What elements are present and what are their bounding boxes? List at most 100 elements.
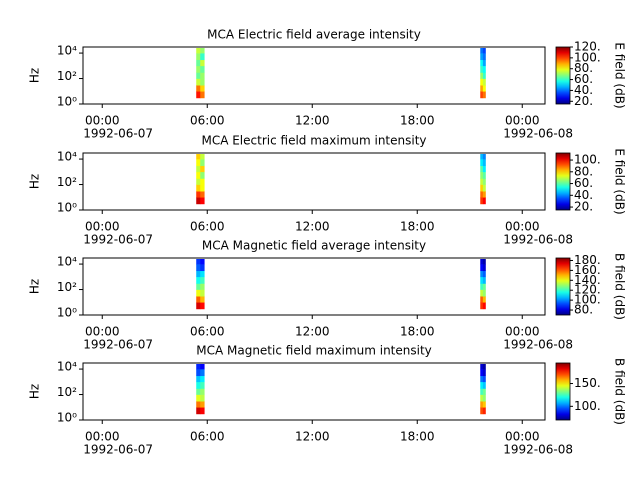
heatmap-cell bbox=[200, 59, 205, 67]
heatmap-cell bbox=[196, 364, 201, 370]
colorbar-tick-label: 160. bbox=[574, 263, 601, 277]
x-date-label: 1992-06-08 bbox=[503, 233, 573, 247]
heatmap-cell bbox=[196, 78, 201, 86]
heatmap-cell bbox=[196, 289, 201, 297]
heatmap-cell bbox=[482, 375, 486, 383]
heatmap-cell bbox=[482, 394, 486, 402]
heatmap-cell bbox=[482, 191, 486, 198]
heatmap-cell bbox=[482, 165, 486, 173]
colorbar-tick-label: 100. bbox=[574, 293, 601, 307]
colorbar-tick-label: 80. bbox=[574, 164, 593, 178]
heatmap-cell bbox=[196, 178, 201, 185]
plot-frame bbox=[82, 362, 546, 421]
heatmap-cell bbox=[200, 191, 205, 198]
colorbar bbox=[555, 46, 571, 105]
heatmap-cell bbox=[196, 407, 201, 415]
heatmap-cell bbox=[200, 154, 205, 160]
panel-title: MCA Electric field average intensity bbox=[207, 28, 421, 42]
heatmap-cell bbox=[480, 394, 484, 402]
heatmap-cell bbox=[196, 401, 201, 408]
heatmap-cell bbox=[480, 302, 484, 310]
heatmap-cell bbox=[480, 296, 484, 303]
heatmap-cell bbox=[480, 53, 484, 61]
x-date-label: 1992-06-08 bbox=[503, 127, 573, 141]
heatmap-cell bbox=[196, 59, 201, 67]
y-tick-label: 10² bbox=[57, 69, 77, 83]
heatmap-cell bbox=[482, 197, 486, 205]
heatmap-cell bbox=[480, 72, 484, 79]
heatmap-cell bbox=[196, 53, 201, 61]
y-tick-label: 10⁰ bbox=[57, 306, 77, 320]
heatmap-cell bbox=[482, 401, 486, 408]
x-tick-label: 18:00 bbox=[400, 430, 435, 444]
heatmap-cell bbox=[480, 154, 484, 160]
heatmap-cell bbox=[196, 369, 201, 377]
x-date-label: 1992-06-07 bbox=[83, 233, 153, 247]
heatmap-cell bbox=[196, 276, 201, 284]
heatmap-cell bbox=[480, 270, 484, 278]
heatmap-cell bbox=[196, 165, 201, 173]
colorbar-tick-label: 180. bbox=[574, 253, 601, 267]
heatmap-cell bbox=[196, 197, 201, 205]
heatmap-cell bbox=[196, 171, 201, 179]
heatmap-cell bbox=[482, 264, 486, 272]
heatmap-cell bbox=[482, 270, 486, 278]
heatmap-cell bbox=[482, 259, 486, 265]
x-tick-label: 06:00 bbox=[190, 220, 225, 234]
x-tick-label: 06:00 bbox=[190, 430, 225, 444]
y-tick-label: 10⁴ bbox=[57, 44, 77, 58]
heatmap-cell bbox=[482, 65, 486, 73]
x-tick-label: 00:00 bbox=[505, 114, 540, 128]
x-tick-label: 00:00 bbox=[85, 220, 120, 234]
colorbar-tick-label: 100. bbox=[574, 399, 601, 413]
colorbar bbox=[555, 362, 571, 421]
heatmap-cell bbox=[196, 264, 201, 272]
x-tick-label: 06:00 bbox=[190, 325, 225, 339]
colorbar-label: E field (dB) bbox=[613, 42, 627, 108]
heatmap-cell bbox=[200, 264, 205, 272]
heatmap-cell bbox=[482, 85, 486, 92]
heatmap-cell bbox=[482, 407, 486, 415]
heatmap-cell bbox=[200, 369, 205, 377]
colorbar-tick-label: 80. bbox=[574, 303, 593, 317]
x-date-label: 1992-06-08 bbox=[503, 443, 573, 457]
heatmap-cell bbox=[480, 276, 484, 284]
heatmap-cell bbox=[480, 91, 484, 99]
heatmap-cell bbox=[480, 59, 484, 67]
y-tick-label: 10⁴ bbox=[57, 360, 77, 374]
heatmap-cell bbox=[196, 91, 201, 99]
heatmap-cell bbox=[196, 48, 201, 54]
x-tick-label: 12:00 bbox=[295, 325, 330, 339]
heatmap-cell bbox=[482, 91, 486, 99]
heatmap-cell bbox=[482, 289, 486, 297]
heatmap-cell bbox=[480, 264, 484, 272]
heatmap-cell bbox=[196, 85, 201, 92]
heatmap-cell bbox=[480, 48, 484, 54]
heatmap-cell bbox=[480, 381, 484, 389]
heatmap-cell bbox=[482, 283, 486, 290]
heatmap-cell bbox=[200, 65, 205, 73]
x-date-label: 1992-06-07 bbox=[83, 338, 153, 352]
colorbar-tick-label: 140. bbox=[574, 273, 601, 287]
y-axis-label: Hz bbox=[28, 384, 42, 399]
heatmap-cell bbox=[196, 154, 201, 160]
heatmap-cell bbox=[482, 364, 486, 370]
colorbar bbox=[555, 257, 571, 316]
y-tick-label: 10² bbox=[57, 280, 77, 294]
heatmap-cell bbox=[200, 388, 205, 395]
heatmap-cell bbox=[200, 259, 205, 265]
colorbar-tick-label: 60. bbox=[574, 72, 593, 86]
heatmap-cell bbox=[482, 302, 486, 310]
colorbar-tick-label: 100. bbox=[574, 50, 601, 64]
colorbar bbox=[555, 152, 571, 211]
heatmap-cell bbox=[200, 159, 205, 167]
heatmap-cell bbox=[482, 296, 486, 303]
colorbar-tick-label: 120. bbox=[574, 283, 601, 297]
x-date-label: 1992-06-07 bbox=[83, 443, 153, 457]
heatmap-cell bbox=[196, 296, 201, 303]
heatmap-cell bbox=[196, 270, 201, 278]
y-axis-label: Hz bbox=[28, 174, 42, 189]
heatmap-cell bbox=[200, 276, 205, 284]
y-tick-label: 10⁴ bbox=[57, 255, 77, 269]
